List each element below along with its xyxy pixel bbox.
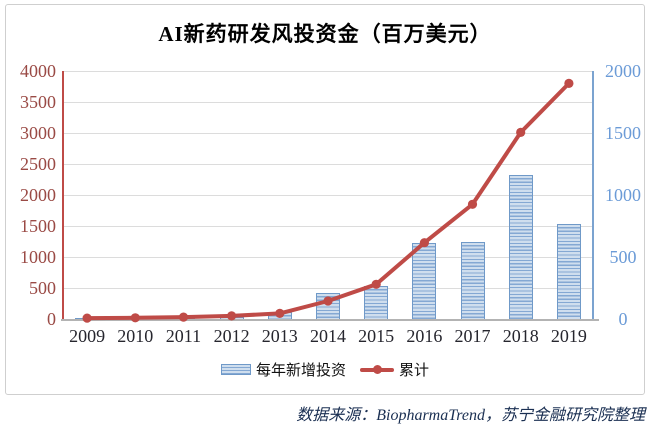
- x-axis-label-2010: 2010: [117, 326, 154, 346]
- right-axis-line: [592, 71, 594, 319]
- line-dot-icon: [372, 365, 382, 374]
- left-axis-tick-label: 500: [29, 278, 56, 298]
- line-point-2011: [178, 312, 189, 322]
- gridline: [63, 256, 593, 258]
- x-axis-line: [61, 319, 599, 321]
- line-point-2014: [323, 296, 333, 306]
- line-point-2013: [275, 308, 285, 318]
- legend-item-annual: 每年新增投资: [220, 359, 346, 380]
- legend-label-cumulative: 累计: [399, 363, 430, 379]
- left-axis-tick-label: 2500: [20, 154, 56, 174]
- x-axis-labels: 2009 2010 2011 2012 2013 2014 2015 2016 2017 2018…: [63, 326, 593, 348]
- x-axis-label-2009: 2009: [69, 326, 106, 346]
- x-axis-label-2019: 2019: [550, 326, 587, 346]
- x-axis-label-2012: 2012: [213, 326, 250, 346]
- right-axis-labels: 0 500 1000 1500 2000: [598, 62, 648, 328]
- left-axis-line: [62, 71, 64, 319]
- line-point-2012: [227, 311, 237, 321]
- left-axis-tick-label: 3500: [20, 92, 56, 112]
- cumulative-line: [85, 81, 571, 321]
- legend-label-annual: 每年新增投资: [255, 363, 346, 379]
- left-axis-labels: 0 500 1000 1500 2000 2500 3000 3500 4000: [8, 62, 58, 328]
- gridline: [63, 163, 593, 165]
- gridline: [63, 70, 593, 72]
- bar-2017: [460, 242, 485, 319]
- chart-frame: AI新药研发风投资金（百万美元） 0 500 1000 1500 2000 2500 300…: [5, 4, 645, 395]
- left-axis-tick-label: 1500: [20, 216, 56, 236]
- right-axis-tick-label: 2000: [605, 61, 641, 81]
- line-point-2015: [371, 279, 381, 289]
- gridline: [63, 194, 593, 196]
- legend: 每年新增投资 累计: [6, 359, 644, 380]
- line-point-2010: [130, 313, 140, 323]
- left-axis-tick-label: 1000: [20, 247, 56, 267]
- line-point-2017: [467, 199, 478, 209]
- gridline: [63, 101, 593, 103]
- x-axis-label-2013: 2013: [261, 326, 298, 346]
- line-marker-icon: [360, 365, 394, 374]
- left-axis-tick-label: 3000: [20, 123, 56, 143]
- gridline: [63, 287, 593, 289]
- left-axis-tick-label: 4000: [20, 61, 56, 81]
- right-axis-tick-label: 0: [618, 309, 628, 329]
- chart-title: AI新药研发风投资金（百万美元）: [158, 22, 492, 46]
- cumulative-line-series: [82, 78, 574, 323]
- x-axis-label-2017: 2017: [454, 326, 491, 346]
- gridline: [63, 132, 593, 134]
- x-axis-label-2011: 2011: [165, 326, 202, 346]
- bar-swatch-icon: [220, 364, 251, 375]
- line-point-2016: [419, 238, 429, 248]
- gridline: [63, 225, 593, 227]
- bar-2016: [412, 242, 437, 319]
- left-axis-tick-label: 2000: [20, 185, 56, 205]
- line-point-2019: [564, 78, 574, 88]
- bar-2018: [508, 174, 533, 319]
- legend-item-cumulative: 累计: [360, 359, 429, 380]
- right-axis-tick-label: 1000: [605, 185, 641, 205]
- x-axis-label-2015: 2015: [358, 326, 395, 346]
- plot-area: [61, 70, 599, 323]
- bar-2019: [556, 223, 581, 319]
- right-axis-tick-label: 1500: [605, 123, 641, 143]
- x-axis-label-2016: 2016: [406, 326, 443, 346]
- line-point-2009: [82, 313, 92, 323]
- left-axis-tick-label: 0: [47, 309, 56, 329]
- x-axis-label-2014: 2014: [309, 326, 346, 346]
- x-axis-label-2018: 2018: [502, 326, 539, 346]
- line-point-2018: [516, 127, 526, 137]
- right-axis-tick-label: 500: [609, 247, 637, 267]
- data-source-note: 数据来源：BiopharmaTrend，苏宁金融研究院整理: [296, 407, 645, 424]
